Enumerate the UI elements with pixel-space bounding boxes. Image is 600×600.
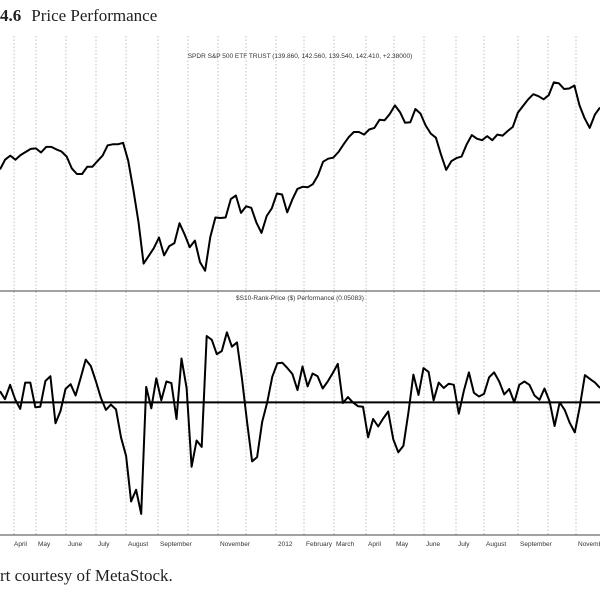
figure-heading: 4.6 Price Performance bbox=[0, 6, 157, 26]
x-tick-label: July bbox=[458, 541, 470, 548]
x-tick-label: April bbox=[14, 541, 28, 548]
figure-caption: rt courtesy of MetaStock. bbox=[0, 566, 173, 585]
x-axis-ticks: April May June July August September November 2… bbox=[14, 541, 600, 548]
figure-title: Price Performance bbox=[31, 6, 158, 25]
x-tick-label: August bbox=[486, 541, 506, 548]
x-tick-label: June bbox=[68, 541, 82, 548]
x-tick-label: 2012 bbox=[278, 541, 293, 548]
price-panel-title: SPDR S&P 500 ETF TRUST (139.860, 142.560… bbox=[188, 53, 413, 60]
x-tick-label: August bbox=[128, 541, 148, 548]
performance-panel-title: $S10-Rank-Price ($) Performance (0.05083… bbox=[236, 295, 364, 302]
x-tick-label: May bbox=[396, 541, 409, 548]
x-tick-label: November bbox=[220, 541, 251, 548]
x-tick-label: March bbox=[336, 541, 354, 548]
x-tick-label: April bbox=[368, 541, 382, 548]
x-tick-label: May bbox=[38, 541, 51, 548]
figure-number: 4.6 bbox=[0, 6, 22, 25]
x-tick-label: September bbox=[160, 541, 193, 548]
x-tick-label: February bbox=[306, 541, 333, 548]
price-series-line bbox=[0, 81, 600, 272]
performance-series-line bbox=[0, 331, 600, 515]
chart: SPDR S&P 500 ETF TRUST (139.860, 142.560… bbox=[0, 36, 600, 548]
gridlines bbox=[13, 36, 577, 535]
x-tick-label: November bbox=[578, 541, 600, 548]
x-tick-label: September bbox=[520, 541, 553, 548]
x-tick-label: June bbox=[426, 541, 440, 548]
x-tick-label: July bbox=[98, 541, 110, 548]
